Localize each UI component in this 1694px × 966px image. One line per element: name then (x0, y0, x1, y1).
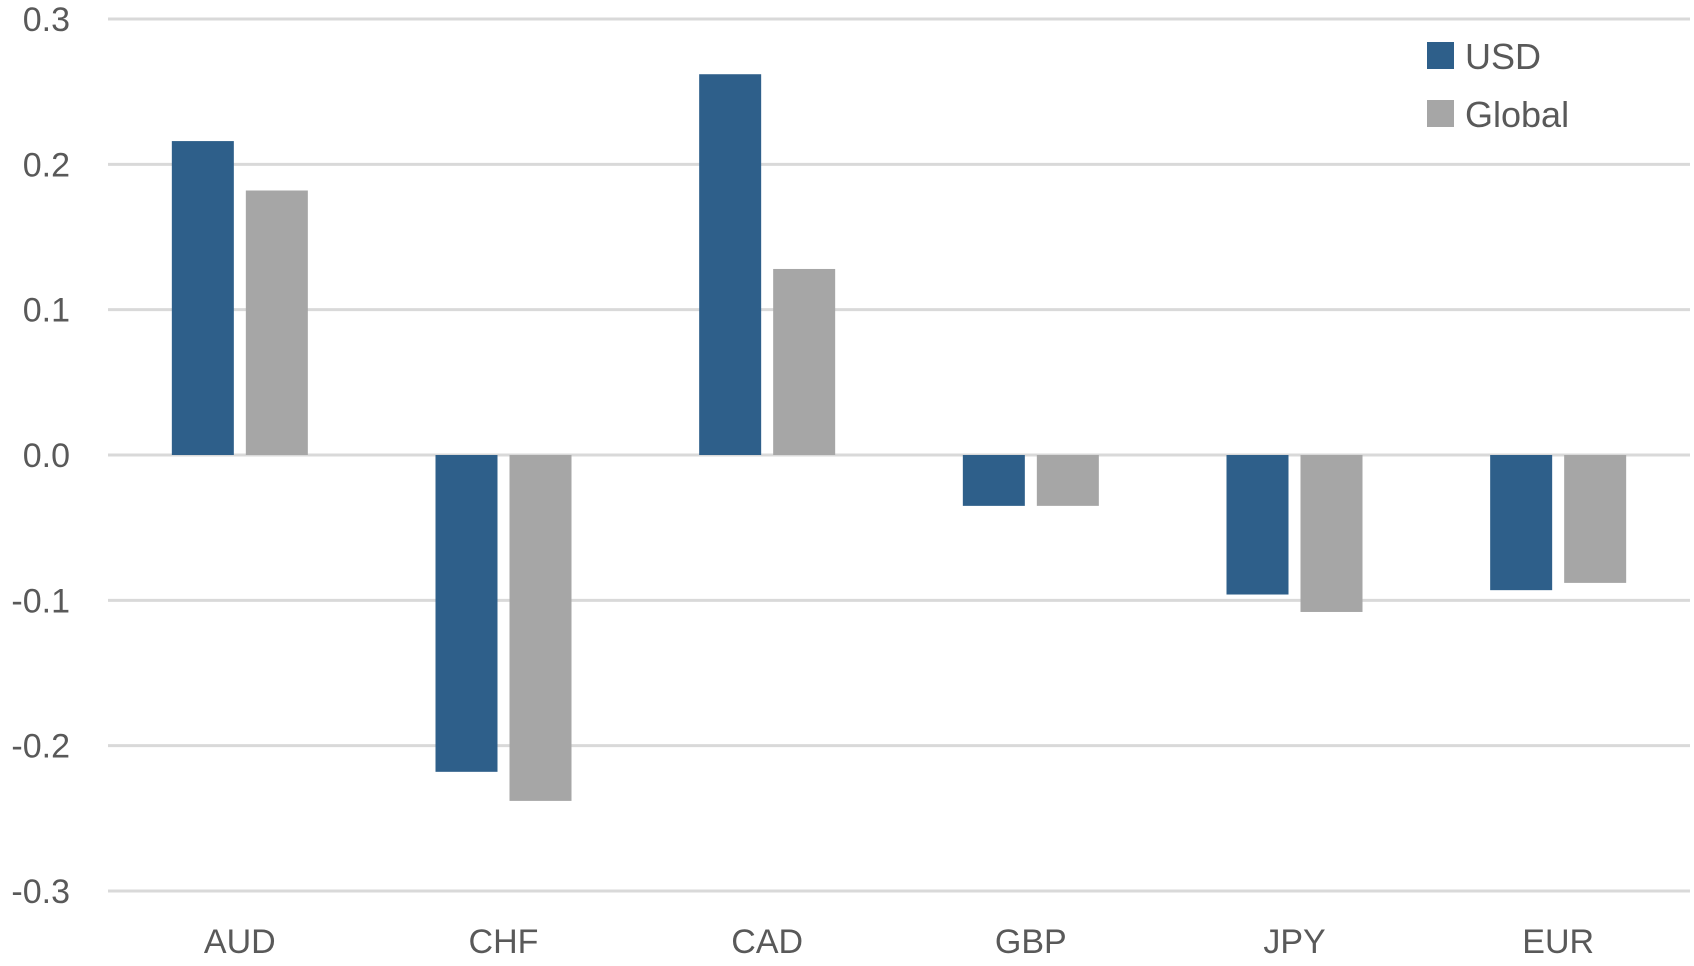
x-category-label: CAD (731, 923, 803, 961)
x-axis-category-labels: AUD CHF CAD GBP JPY EUR (204, 923, 1594, 961)
x-category-label: JPY (1263, 923, 1325, 961)
legend-swatch-global (1427, 100, 1454, 127)
legend: USD Global (1427, 36, 1569, 135)
bar-global-jpy (1300, 455, 1363, 612)
x-category-label: GBP (995, 923, 1067, 961)
x-category-label: CHF (469, 923, 539, 961)
bar-usd-cad (699, 74, 762, 455)
y-tick-label: 0.2 (23, 146, 70, 184)
bar-usd-aud (171, 141, 234, 455)
x-category-label: AUD (204, 923, 276, 961)
y-axis-tick-labels: 0.3 0.2 0.1 0.0 -0.1 -0.2 -0.3 (11, 1, 70, 911)
y-tick-label: -0.3 (11, 873, 70, 911)
y-tick-label: -0.2 (11, 728, 70, 766)
legend-label-global: Global (1465, 94, 1569, 135)
y-tick-label: 0.1 (23, 292, 70, 330)
gridlines (108, 17, 1690, 893)
bar-global-eur (1564, 455, 1627, 583)
bars (171, 74, 1627, 801)
y-tick-label: 0.0 (23, 437, 70, 475)
bar-global-cad (773, 268, 836, 455)
bar-usd-chf (435, 455, 498, 772)
x-category-label: EUR (1522, 923, 1594, 961)
legend-swatch-usd (1427, 42, 1454, 69)
bar-global-gbp (1036, 455, 1099, 506)
legend-label-usd: USD (1465, 36, 1541, 77)
bar-usd-eur (1490, 455, 1553, 591)
bar-usd-jpy (1226, 455, 1289, 595)
bar-global-aud (245, 190, 308, 455)
y-tick-label: -0.1 (11, 582, 70, 620)
bar-global-chf (509, 455, 572, 801)
y-tick-label: 0.3 (23, 1, 70, 39)
bar-usd-gbp (962, 455, 1025, 506)
